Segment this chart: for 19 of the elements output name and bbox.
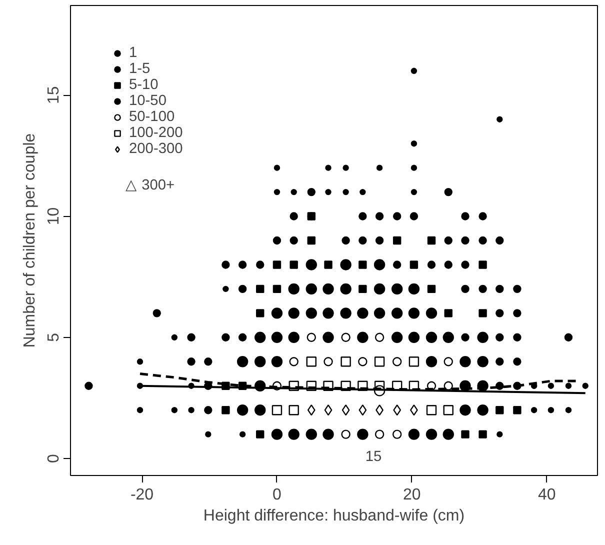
y-tick-label: 5 [46, 332, 62, 342]
legend-label: 100-200 [129, 125, 183, 141]
y-tick-label: 10 [46, 207, 62, 226]
legend-label: 10-50 [129, 93, 166, 109]
x-tick-label: 20 [403, 486, 421, 504]
x-tick-label: -20 [130, 486, 154, 504]
y-axis-title: Number of children per couple [22, 133, 38, 348]
annotation: △ 300+ [126, 178, 175, 194]
legend-label: 1-5 [129, 61, 150, 77]
annotation: 15 [365, 449, 382, 465]
y-tick-label: 0 [46, 454, 62, 463]
legend-label: 200-300 [129, 141, 183, 157]
x-tick-label: 40 [538, 486, 556, 504]
legend-label: 50-100 [129, 109, 175, 125]
y-tick-label: 15 [46, 86, 62, 104]
legend-label: 5-10 [129, 77, 158, 93]
x-axis-title: Height difference: husband-wife (cm) [203, 508, 465, 524]
legend-label: 1 [129, 45, 138, 61]
x-tick-label: 0 [272, 486, 282, 504]
